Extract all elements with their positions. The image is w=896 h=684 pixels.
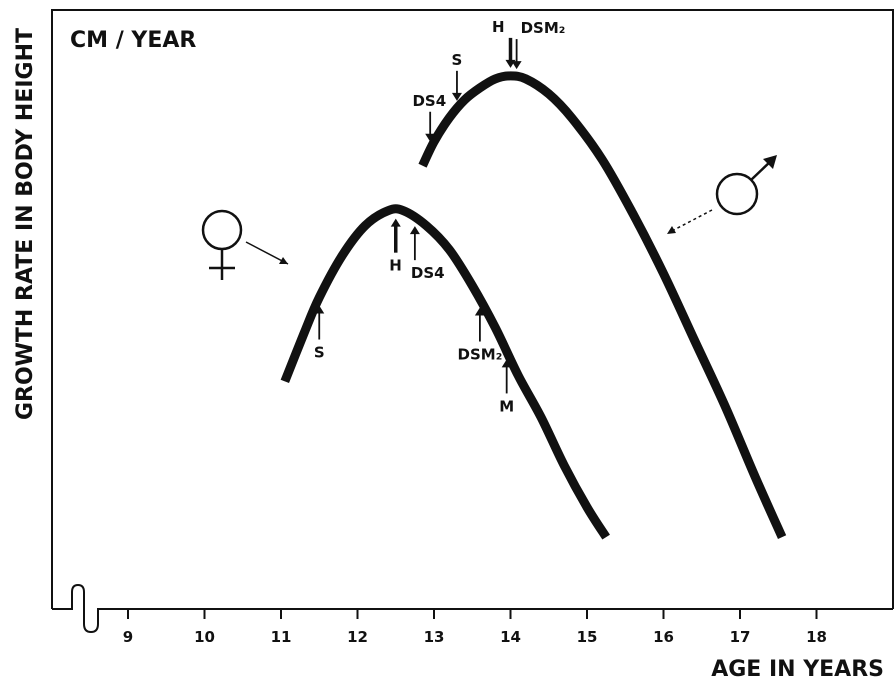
milestone-label: M — [499, 397, 514, 415]
milestone-label: H — [492, 18, 505, 36]
x-tick-label: 17 — [730, 628, 751, 646]
male-pointer-arrow — [669, 209, 713, 233]
x-tick-label: 14 — [500, 628, 521, 646]
female-symbol-icon — [201, 209, 243, 251]
male-pointer-arrowhead — [667, 226, 676, 234]
milestone-arrowhead — [511, 61, 522, 70]
milestone-label: S — [314, 344, 325, 362]
milestone-arrowhead — [451, 92, 462, 101]
x-tick-label: 10 — [194, 628, 215, 646]
x-tick-label: 16 — [653, 628, 674, 646]
male-growth-curve — [418, 71, 787, 539]
milestone-arrowhead — [314, 305, 325, 314]
male-symbol-icon — [715, 172, 759, 216]
male-symbol-arrowhead — [763, 155, 777, 169]
milestone-label: H — [389, 257, 402, 275]
x-tick-label: 11 — [271, 628, 292, 646]
x-tick-label: 13 — [424, 628, 445, 646]
x-tick-label: 18 — [806, 628, 827, 646]
female-pointer-arrowhead — [279, 257, 288, 264]
x-axis-line-with-break — [52, 583, 893, 634]
milestone-label: DSM₂ — [458, 346, 503, 364]
plot-frame — [51, 9, 894, 609]
female-growth-curve — [280, 204, 610, 540]
milestone-label: DS4 — [412, 92, 446, 110]
milestone-arrowhead — [425, 133, 436, 142]
milestone-arrowhead — [390, 218, 401, 227]
x-tick-label: 12 — [347, 628, 368, 646]
milestone-arrowhead — [409, 226, 420, 235]
unit-label: CM / YEAR — [70, 28, 196, 53]
female-pointer-arrow — [245, 241, 289, 265]
milestone-label: DSM₂ — [521, 19, 566, 37]
milestone-label: S — [452, 51, 463, 69]
x-tick-label: 9 — [123, 628, 133, 646]
y-axis-label: GROWTH RATE IN BODY HEIGHT — [13, 28, 38, 420]
milestone-label: DS4 — [411, 264, 445, 282]
x-tick-label: 15 — [577, 628, 598, 646]
milestone-arrowhead — [501, 359, 512, 368]
milestone-arrowhead — [474, 307, 485, 316]
x-axis-label: AGE IN YEARS — [711, 657, 884, 680]
